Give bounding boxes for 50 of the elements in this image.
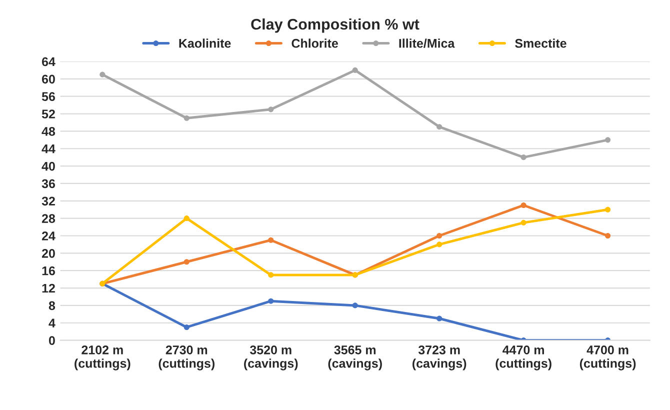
point [436,316,442,322]
legend-label: Illite/Mica [399,38,455,48]
point [268,298,274,304]
point [436,232,442,239]
point [436,242,442,248]
point [352,67,358,73]
y-tick-label: 44 [42,144,56,154]
x-tick-label: 3723 m (cavings) [412,345,466,370]
y-tick-label: 12 [42,284,55,293]
point [268,106,274,112]
y-tick-label: 48 [42,127,56,136]
x-tick-label: 2102 m (cuttings) [74,345,130,370]
point [520,154,526,160]
point [352,302,358,308]
y-tick-label: 60 [42,74,55,84]
x-tick-label: 3520 m (cavings) [244,345,298,370]
legend-label: Kaolinite [179,38,231,48]
point [605,206,611,212]
point [184,216,190,222]
point [605,137,611,143]
point [268,272,274,278]
x-tick-label: 4700 m (cuttings) [580,345,636,370]
y-tick-label: 64 [42,57,56,66]
y-tick-label: 28 [42,214,56,223]
point [436,124,442,130]
y-tick-label: 56 [42,92,55,101]
y-tick-label: 52 [42,110,55,118]
y-tick-label: 40 [42,162,55,171]
y-tick-label: 20 [42,248,55,258]
point [100,72,106,78]
y-tick-label: 24 [42,232,56,240]
point [184,259,190,265]
y-tick-label: 16 [42,266,55,276]
point [268,237,274,243]
point [184,324,190,330]
y-tick-label: 8 [48,301,56,310]
chart-title: Clay Composition % wt [251,18,420,33]
y-tick-label: 0 [48,336,55,345]
y-tick-label: 32 [42,196,55,206]
x-tick-label: 4470 m (cuttings) [496,345,552,370]
legend-label: Smectite [515,38,566,48]
point [184,115,190,121]
point [605,232,611,239]
x-tick-label: 3565 m (cavings) [328,345,382,370]
y-tick-label: 36 [42,179,55,188]
point [520,202,526,208]
legend-label: Chlorite [292,38,338,48]
point [520,220,526,226]
y-tick-label: 4 [48,318,56,328]
x-tick-label: 2730 m (cuttings) [158,345,214,370]
